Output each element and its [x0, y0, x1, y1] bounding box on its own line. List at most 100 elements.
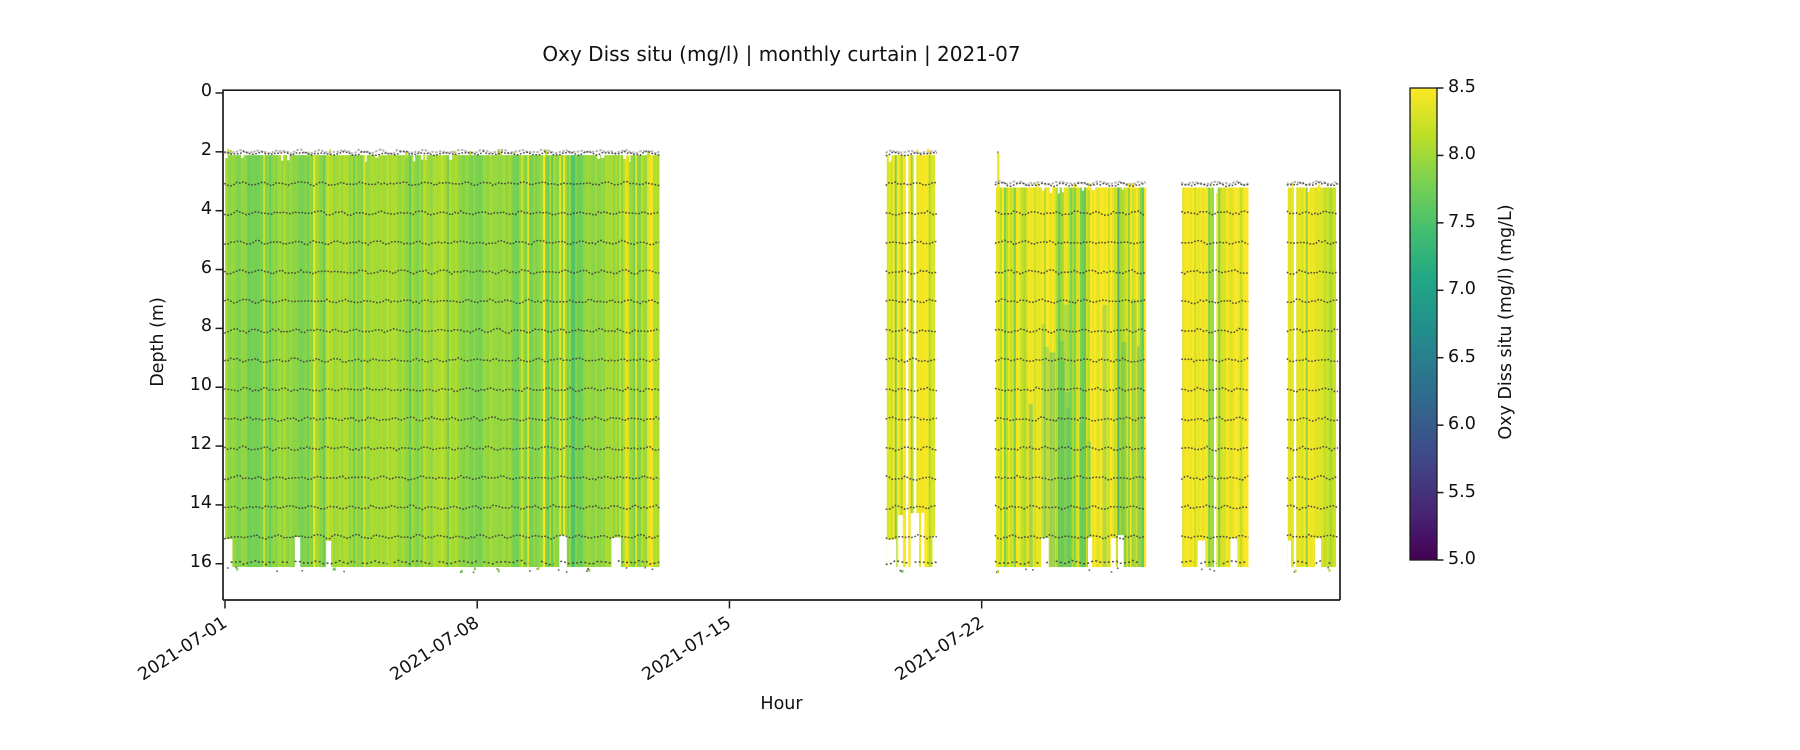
mesh-cell: [551, 155, 554, 568]
mesh-cell: [1208, 187, 1211, 568]
mesh-cell: [453, 155, 456, 568]
sensor-dot-chain: [1180, 327, 1249, 335]
mesh-cell: [1084, 187, 1086, 568]
mesh-cell: [597, 154, 601, 159]
mesh-cell: [914, 154, 917, 570]
sensor-dot-chain: [1286, 210, 1339, 216]
mesh-cell: [1045, 187, 1049, 568]
mesh-cell: [1047, 187, 1051, 568]
mesh-cell: [575, 155, 578, 568]
mesh-cell: [425, 154, 427, 161]
mesh-cell: [1242, 187, 1245, 568]
mesh-cell: [1007, 187, 1011, 568]
mesh-cell: [1057, 187, 1061, 568]
mesh-cell: [559, 535, 567, 571]
mesh-cell: [1035, 183, 1039, 190]
mesh-cell: [1081, 187, 1085, 568]
mesh-cell: [1202, 187, 1205, 568]
mesh-cell: [1293, 186, 1297, 570]
mesh-cell: [415, 155, 418, 568]
mesh-cell: [473, 567, 476, 571]
mesh-cell: [597, 155, 600, 568]
mesh-cell: [890, 155, 894, 568]
mesh-cell: [587, 568, 589, 571]
mesh-cell: [251, 155, 254, 568]
mesh-cell: [1123, 187, 1127, 568]
mesh-cell: [930, 155, 934, 568]
mesh-cell: [573, 155, 576, 568]
mesh-cell: [481, 155, 484, 568]
mesh-cell: [1039, 187, 1043, 568]
mesh-cell: [1139, 187, 1143, 568]
mesh-cell: [1081, 187, 1085, 191]
mesh-cell: [1025, 187, 1029, 568]
mesh-cell: [497, 155, 500, 568]
mesh-cell: [1287, 187, 1291, 568]
mesh-cell: [236, 567, 239, 571]
y-tick-label: 0: [200, 81, 212, 101]
colorbar-gradient: [1409, 87, 1438, 561]
mesh-cell: [1053, 187, 1057, 568]
mesh-cell: [908, 155, 912, 568]
mesh-cell: [405, 151, 408, 158]
mesh-cell: [1019, 187, 1023, 568]
mesh-cell: [886, 539, 897, 571]
mesh-cell: [1065, 408, 1071, 568]
mesh-cell: [1073, 184, 1077, 189]
mesh-cell: [1319, 187, 1323, 568]
mesh-cell: [1041, 324, 1045, 568]
mesh-cell: [1057, 187, 1060, 194]
mesh-cell: [509, 155, 512, 568]
mesh-cell: [910, 513, 920, 571]
mesh-cell: [447, 155, 450, 568]
colorbar-tick-label: 5.0: [1448, 549, 1476, 569]
mesh-cell: [1315, 187, 1319, 568]
mesh-cell: [503, 155, 506, 568]
mesh-cell: [479, 155, 482, 568]
mesh-cell: [623, 155, 626, 568]
mesh-cell: [225, 154, 228, 159]
mesh-cell: [1321, 187, 1325, 568]
mesh-cell: [1103, 187, 1107, 568]
mesh-cell: [293, 155, 296, 568]
mesh-cell: [263, 155, 266, 568]
colorbar-tick-label: 6.0: [1448, 414, 1476, 435]
mesh-cell: [1232, 187, 1235, 568]
mesh-cell: [243, 155, 246, 568]
mesh-cell: [1110, 538, 1116, 571]
mesh-cell: [1307, 187, 1311, 568]
mesh-cell: [365, 154, 367, 162]
mesh-cell: [369, 155, 372, 568]
mesh-cell: [585, 570, 588, 572]
colorbar-tick-label: 5.5: [1448, 481, 1476, 502]
mesh-cell: [1055, 187, 1059, 568]
sensor-dot-chain: [1180, 210, 1249, 217]
sensor-dot-chain: [1286, 358, 1339, 363]
mesh-cell: [1041, 537, 1049, 571]
mesh-cell: [932, 155, 936, 568]
mesh-cell: [1197, 540, 1206, 571]
mesh-cell: [1060, 360, 1065, 568]
mesh-cell: [455, 155, 458, 568]
colorbar-tick-label: 7.0: [1448, 279, 1476, 300]
mesh-cell: [1102, 305, 1108, 568]
mesh-cell: [1293, 571, 1296, 573]
sensor-dot-chain: [223, 180, 660, 187]
mesh-cell: [603, 155, 606, 568]
mesh-cell: [1085, 187, 1089, 568]
mesh-cell: [1037, 187, 1041, 568]
mesh-cell: [255, 155, 258, 568]
mesh-cell: [303, 155, 306, 568]
mesh-cell: [1129, 187, 1133, 568]
mesh-cell: [1049, 187, 1053, 194]
mesh-cell: [1071, 187, 1075, 568]
sensor-dot-chain: [223, 327, 660, 334]
mesh-cell: [1061, 187, 1065, 568]
mesh-cell: [287, 154, 290, 161]
mesh-cell: [1117, 187, 1120, 568]
mesh-cell: [425, 155, 428, 568]
sensor-dot-chain: [885, 327, 938, 334]
mesh-cell: [499, 155, 502, 568]
mesh-cell: [1216, 187, 1219, 568]
mesh-cell: [339, 155, 342, 568]
